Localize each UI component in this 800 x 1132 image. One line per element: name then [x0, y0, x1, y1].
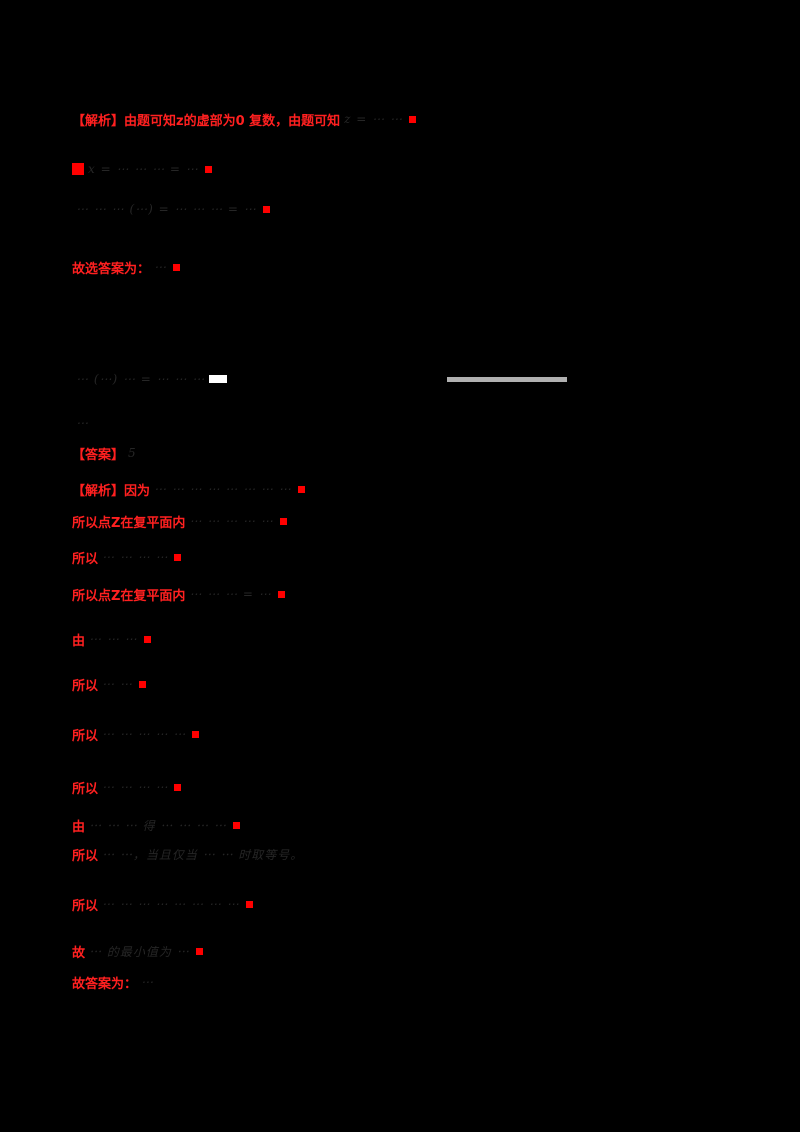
line-17: 所以 ⋯ ⋯，当且仅当 ⋯ ⋯ 时取等号。: [72, 843, 307, 865]
line-13: 所以 ⋯ ⋯: [72, 673, 146, 695]
line-4: 故选答案为： ⋯: [72, 256, 181, 278]
bullet-dot: [143, 635, 151, 643]
red-marker: [72, 163, 84, 175]
red-label: 故答案为：: [72, 976, 138, 992]
math-expression: ⋯ ⋯ ⋯ 得 ⋯ ⋯ ⋯ ⋯: [89, 818, 227, 833]
bullet-dot: [262, 205, 270, 213]
line-18: 所以 ⋯ ⋯ ⋯ ⋯ ⋯ ⋯ ⋯ ⋯: [72, 893, 253, 915]
line-6: ⋯: [72, 412, 93, 434]
math-expression: x = ⋯ ⋯ ⋯ = ⋯: [88, 162, 199, 176]
line-19: 故 ⋯ 的最小值为 ⋯: [72, 940, 203, 962]
fraction-bar: [447, 376, 568, 382]
red-label: 【答案】: [72, 447, 125, 463]
red-label: 所以: [72, 848, 99, 864]
bullet-dot: [232, 821, 240, 829]
bullet-dot: [195, 947, 203, 955]
red-label: 所以: [72, 728, 99, 744]
math-expression: 5: [128, 446, 137, 460]
math-expression: ⋯ 的最小值为 ⋯: [89, 944, 190, 959]
math-expression: ⋯: [76, 416, 89, 430]
math-expression: ⋯ ⋯: [102, 677, 133, 691]
line-20: 故答案为： ⋯: [72, 971, 158, 993]
line-3: ⋯ ⋯ ⋯ (⋯) = ⋯ ⋯ ⋯ = ⋯: [72, 198, 270, 220]
math-expression: ⋯ (⋯) ⋯ = ⋯ ⋯ ⋯: [76, 372, 206, 386]
line-16: 由 ⋯ ⋯ ⋯ 得 ⋯ ⋯ ⋯ ⋯: [72, 814, 240, 836]
math-expression: ⋯ ⋯ ⋯ = ⋯: [189, 587, 272, 601]
line-15: 所以 ⋯ ⋯ ⋯ ⋯: [72, 776, 182, 798]
math-expression: ⋯ ⋯ ⋯ ⋯ ⋯: [189, 514, 274, 528]
math-expression: ⋯ ⋯ ⋯ ⋯ ⋯ ⋯ ⋯ ⋯: [154, 482, 292, 496]
math-expression: ⋯ ⋯ ⋯ ⋯ ⋯ ⋯ ⋯ ⋯: [102, 897, 240, 911]
math-expression: ⋯ ⋯ ⋯ (⋯) = ⋯ ⋯ ⋯ = ⋯: [76, 202, 257, 216]
line-1: 【解析】由题可知z的虚部为0 复数，由题可知 z = ⋯ ⋯: [72, 108, 416, 130]
bullet-dot: [174, 783, 182, 791]
red-label: 【解析】由题可知z的虚部为0 复数，由题可知: [72, 113, 341, 129]
math-expression: ⋯: [141, 975, 155, 989]
math-expression: ⋯ ⋯，当且仅当 ⋯ ⋯ 时取等号。: [102, 847, 304, 862]
line-5: ⋯ (⋯) ⋯ = ⋯ ⋯ ⋯: [72, 368, 702, 390]
red-label: 所以: [72, 551, 99, 567]
bullet-dot: [192, 730, 200, 738]
line-12: 由 ⋯ ⋯ ⋯: [72, 628, 151, 650]
math-expression: ⋯ ⋯ ⋯ ⋯: [102, 780, 169, 794]
red-label: 由: [72, 633, 86, 649]
math-expression: ⋯: [154, 260, 168, 274]
red-label: 所以点Z在复平面内: [72, 515, 186, 531]
line-7: 【答案】 5: [72, 442, 141, 464]
line-2: x = ⋯ ⋯ ⋯ = ⋯: [72, 158, 212, 180]
math-expression: ⋯ ⋯ ⋯: [89, 632, 138, 646]
red-label: 所以点Z在复平面内: [72, 588, 186, 604]
line-9: 所以点Z在复平面内 ⋯ ⋯ ⋯ ⋯ ⋯: [72, 510, 287, 532]
math-expression: ⋯ ⋯ ⋯ ⋯: [102, 550, 169, 564]
red-label: 【解析】因为: [72, 483, 151, 499]
bullet-dot: [297, 485, 305, 493]
math-expression: ⋯ ⋯ ⋯ ⋯ ⋯: [102, 727, 187, 741]
red-label: 由: [72, 819, 86, 835]
bullet-dot: [279, 517, 287, 525]
bullet-dot: [408, 115, 416, 123]
red-label: 所以: [72, 678, 99, 694]
line-11: 所以点Z在复平面内 ⋯ ⋯ ⋯ = ⋯: [72, 583, 285, 605]
red-label: 故: [72, 945, 86, 961]
bullet-dot: [204, 165, 212, 173]
line-10: 所以 ⋯ ⋯ ⋯ ⋯: [72, 546, 182, 568]
math-expression: z = ⋯ ⋯: [344, 112, 403, 126]
line-8: 【解析】因为 ⋯ ⋯ ⋯ ⋯ ⋯ ⋯ ⋯ ⋯: [72, 478, 305, 500]
red-label: 所以: [72, 781, 99, 797]
bullet-dot: [174, 553, 182, 561]
line-14: 所以 ⋯ ⋯ ⋯ ⋯ ⋯: [72, 723, 200, 745]
bullet-dot: [173, 263, 181, 271]
bullet-dot: [245, 900, 253, 908]
red-label: 故选答案为：: [72, 261, 151, 277]
white-block: [209, 375, 228, 383]
bullet-dot: [277, 590, 285, 598]
red-label: 所以: [72, 898, 99, 914]
bullet-dot: [138, 680, 146, 688]
